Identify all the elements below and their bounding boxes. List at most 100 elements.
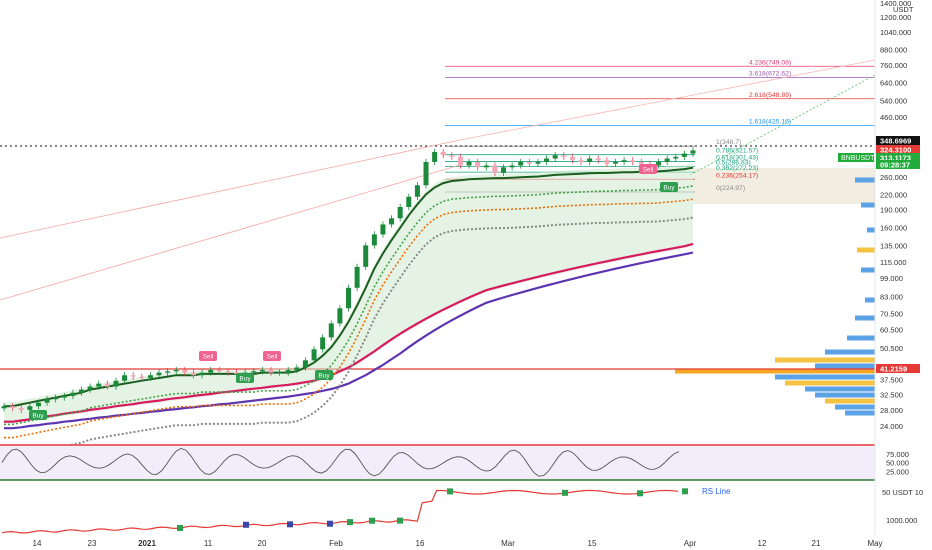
vp-bar xyxy=(815,363,875,369)
sell-signal-bg xyxy=(199,351,217,361)
y-tick-label: 115.000 xyxy=(880,258,907,267)
main-price-pane[interactable]: 4.236(749.08) 3.618(672.62) 2.618(548.89) 1… xyxy=(0,59,876,458)
price-badge: 324.3100 xyxy=(880,146,911,155)
candle-body xyxy=(44,399,50,403)
rs-marker xyxy=(287,521,293,528)
stoch-band xyxy=(0,444,875,480)
candle-body xyxy=(466,161,472,166)
candle-body xyxy=(165,371,171,373)
x-tick-label: 21 xyxy=(812,539,821,548)
buy-signal-bg xyxy=(236,373,254,383)
y-tick-label: 1040.000 xyxy=(880,28,911,37)
candle-body xyxy=(457,156,463,166)
candle-body xyxy=(449,155,455,157)
candle-body xyxy=(673,156,679,159)
y-tick-label: 460.000 xyxy=(880,113,907,122)
fib-label: 3.618(672.62) xyxy=(749,71,791,78)
y-tick-label: 160.000 xyxy=(880,224,907,233)
price-badge-bg xyxy=(876,153,920,162)
candle-body xyxy=(61,395,67,398)
vp-bar xyxy=(867,227,875,233)
rs-label: RS Line xyxy=(702,487,731,496)
rs-marker xyxy=(347,519,353,526)
y-tick-label: 640.000 xyxy=(880,79,907,88)
candle-body xyxy=(371,234,377,246)
rs-axis-value: 1000.000 xyxy=(886,516,917,525)
horizontal-lines xyxy=(0,59,876,370)
candle-body xyxy=(612,161,618,164)
time-axis[interactable]: 14 23 2021 11 20 Feb 16 Mar 15 Apr 12 21 May xyxy=(33,539,883,548)
candle-body xyxy=(423,161,429,186)
candle-body xyxy=(122,375,128,381)
rs-marker xyxy=(682,488,688,495)
candle-body xyxy=(363,245,369,267)
candle-body xyxy=(638,161,644,164)
candle-body xyxy=(294,367,300,371)
candle-body xyxy=(104,383,110,387)
fib-label: 0.5(286.83) xyxy=(716,160,751,167)
rs-line-pane[interactable]: RS Line xyxy=(1,487,731,534)
vp-bar xyxy=(855,315,875,321)
sell-signal: Sell xyxy=(267,354,278,361)
candle-body xyxy=(501,167,507,173)
buy-signal: Buy xyxy=(663,185,675,192)
candle-body xyxy=(208,370,214,373)
dotted-ma xyxy=(4,216,694,458)
candle-body xyxy=(302,360,308,368)
candle-body xyxy=(535,161,541,164)
candle-body xyxy=(604,160,610,164)
candle-body xyxy=(70,392,76,396)
axis-top-value: 1400.000 xyxy=(880,0,911,8)
candle-body xyxy=(414,185,420,197)
candle-body xyxy=(1,406,7,409)
price-badge: 09:28:37 xyxy=(880,161,910,170)
candle-body xyxy=(190,372,196,376)
stochastic-pane[interactable] xyxy=(0,444,875,481)
sell-signal-bg xyxy=(263,351,281,361)
buy-signal-bg xyxy=(660,182,678,192)
candle-body xyxy=(53,397,59,400)
candle-body xyxy=(182,370,188,373)
y-tick-label: 70.500 xyxy=(880,309,903,318)
y-tick-label: 83.000 xyxy=(880,292,903,301)
x-tick-label: Mar xyxy=(501,539,515,548)
candle-body xyxy=(337,308,343,324)
rs-marker xyxy=(397,517,403,524)
candle-body xyxy=(251,371,257,373)
rs-marker xyxy=(243,521,249,528)
axis-currency: USDT xyxy=(893,5,914,14)
vp-box xyxy=(693,168,875,204)
y-tick-label: 99.000 xyxy=(880,274,903,283)
symbol-badge-bg xyxy=(838,153,874,162)
candle-body xyxy=(199,372,205,376)
y-tick-label: 24.000 xyxy=(880,422,903,431)
candle-body xyxy=(285,370,291,373)
support-badge-bg xyxy=(876,364,920,373)
fib-label: 0(224.97) xyxy=(716,185,745,192)
candle-body xyxy=(96,383,102,387)
x-tick-label: 16 xyxy=(416,539,425,548)
price-axis[interactable]: 1400.000 USDT 1200.000 1040.000 880.000 760… xyxy=(838,0,923,535)
x-tick-label: 20 xyxy=(258,539,267,548)
rs-axis-label: 50 USDT 10 xyxy=(882,488,923,497)
y-tick-label: 32.500 xyxy=(880,390,903,399)
candle-body xyxy=(147,375,153,378)
candle-body xyxy=(397,206,403,219)
candle-body xyxy=(526,161,532,164)
candle-body xyxy=(630,160,636,162)
y-tick-label: 28.000 xyxy=(880,406,903,415)
candle-body xyxy=(225,371,231,373)
candle-body xyxy=(569,156,575,161)
support-badge: 41.2159 xyxy=(880,365,907,374)
moving-averages xyxy=(4,166,694,458)
x-tick-label: 2021 xyxy=(138,539,156,548)
buy-signal-bg xyxy=(315,370,333,380)
ma-cloud xyxy=(4,163,693,424)
volume-profile xyxy=(675,168,875,416)
candle-body xyxy=(156,372,162,376)
candle-body xyxy=(544,158,550,162)
signal-markers: Sell Sell Sell Buy Buy Buy Buy xyxy=(29,164,678,420)
fib-label: 0.618(301.43) xyxy=(716,154,758,161)
candle-body xyxy=(475,161,481,168)
